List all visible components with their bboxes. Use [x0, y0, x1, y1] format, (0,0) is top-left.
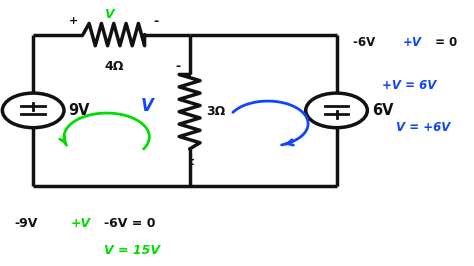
- Text: V: V: [104, 8, 114, 21]
- Text: +: +: [69, 16, 78, 26]
- Text: 6V: 6V: [372, 103, 393, 118]
- Text: V = +6V: V = +6V: [396, 121, 450, 134]
- Text: V: V: [140, 97, 154, 115]
- Text: -9V: -9V: [14, 217, 37, 230]
- Text: +V: +V: [403, 36, 422, 49]
- Text: -: -: [175, 60, 180, 73]
- Text: -: -: [154, 15, 159, 28]
- Text: -6V: -6V: [353, 36, 380, 49]
- Text: t: t: [189, 157, 195, 167]
- Text: +V: +V: [71, 217, 91, 230]
- Text: V = 15V: V = 15V: [104, 244, 160, 256]
- Text: +V = 6V: +V = 6V: [382, 79, 436, 92]
- Text: = 0: = 0: [431, 36, 457, 49]
- Text: -6V = 0: -6V = 0: [104, 217, 156, 230]
- Text: 4Ω: 4Ω: [104, 60, 123, 73]
- Text: 3Ω: 3Ω: [206, 105, 226, 118]
- Text: 9V: 9V: [69, 103, 90, 118]
